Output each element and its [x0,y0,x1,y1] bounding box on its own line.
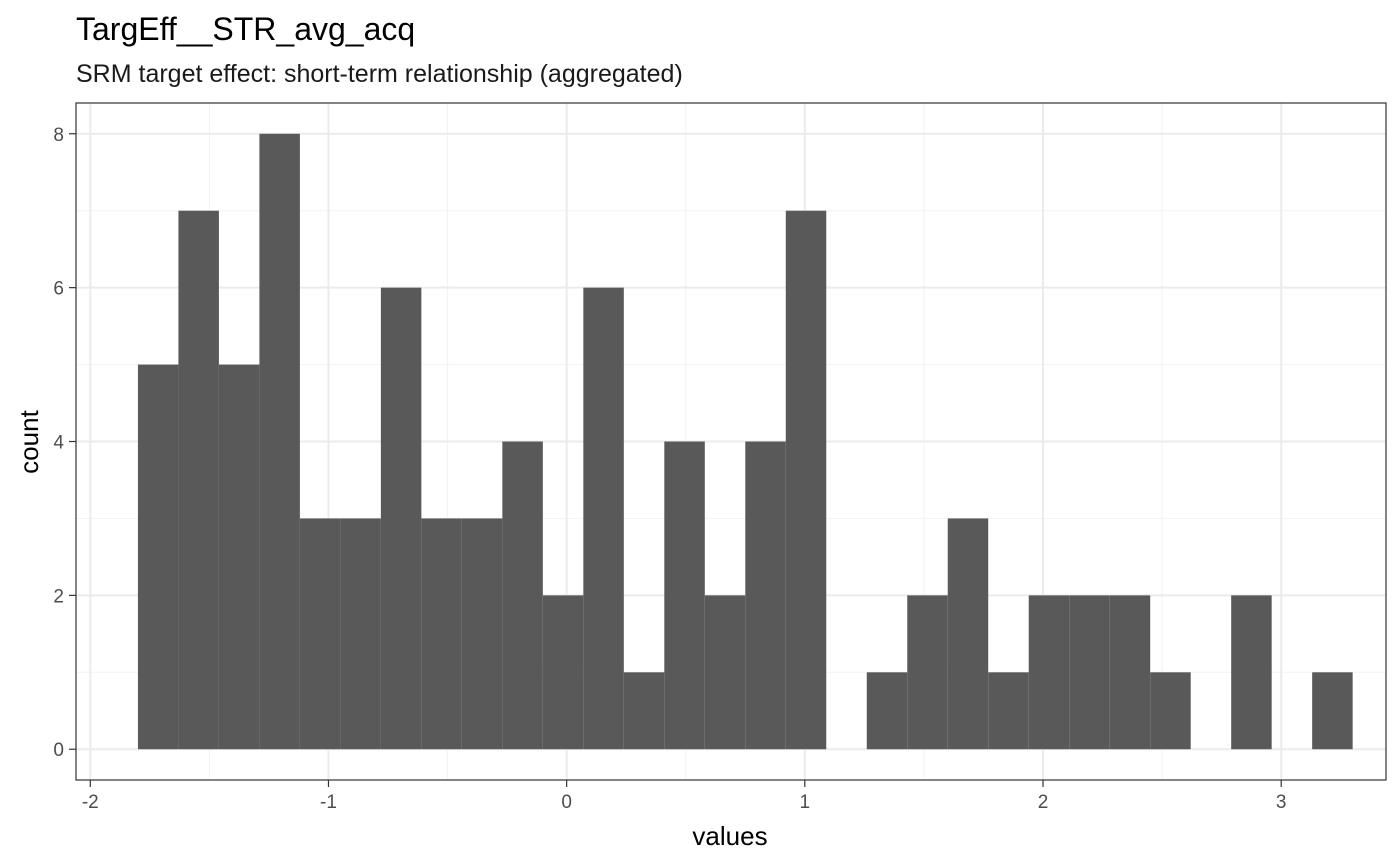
y-axis-ticks: 0 2 4 6 8 [53,125,76,761]
histogram-bar [1150,672,1191,750]
histogram-bar [1109,595,1151,750]
histogram-bar [137,364,179,750]
histogram-bar [421,518,462,750]
histogram-bar [178,210,219,750]
histogram-bar [623,672,665,750]
x-tick-label: -1 [320,792,337,813]
y-tick-label: 4 [53,433,64,454]
histogram-bar [745,441,786,750]
histogram-bar [947,518,989,750]
y-tick-label: 8 [53,125,64,146]
histogram-bar [259,133,300,750]
histogram-bar [664,441,705,750]
y-tick-label: 2 [53,586,64,607]
histogram-bar [1028,595,1070,750]
x-tick-label: 3 [1276,792,1287,813]
histogram-bar [785,210,827,750]
histogram-bar [542,595,584,750]
histogram-bar [988,672,1029,750]
chart-title: TargEff__STR_avg_acq [76,11,415,47]
x-tick-label: 2 [1038,792,1049,813]
histogram-bar [218,364,260,750]
x-axis-ticks: -2 -1 0 1 2 3 [82,780,1287,813]
x-axis-title: values [692,821,767,851]
histogram-bars [137,133,1353,750]
y-tick-label: 0 [53,740,64,761]
histogram-bar [1312,672,1353,750]
x-tick-label: 0 [561,792,572,813]
histogram-bar [704,595,746,750]
histogram-bar [866,672,908,750]
histogram-bar [299,518,341,750]
histogram-bar [1069,595,1110,750]
chart-subtitle: SRM target effect: short-term relationsh… [76,60,683,88]
histogram-bar [502,441,543,750]
x-tick-label: 1 [800,792,811,813]
histogram-bar [1231,595,1272,750]
y-tick-label: 6 [53,279,64,300]
y-axis-title: count [14,409,44,473]
histogram-bar [340,518,381,750]
histogram-bar [380,287,422,750]
histogram-bar [461,518,503,750]
x-tick-label: -2 [82,792,99,813]
histogram-bar [907,595,948,750]
histogram-bar [583,287,624,750]
